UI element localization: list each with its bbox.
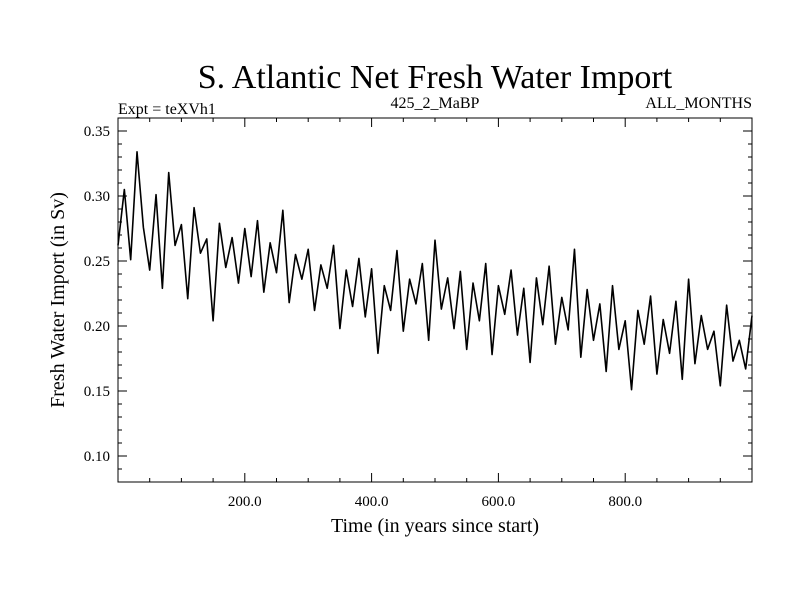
y-axis-labels: 0.10 0.15 0.20 0.25 0.30 0.35	[84, 124, 110, 465]
y-tick-label: 0.35	[84, 124, 110, 140]
y-tick-label: 0.10	[84, 449, 110, 465]
plot-area	[117, 117, 753, 483]
x-tick-label: 400.0	[355, 494, 389, 510]
y-tick-label: 0.15	[84, 384, 110, 400]
y-tick-label: 0.20	[84, 319, 110, 335]
y-axis-title: Fresh Water Import (in Sv)	[47, 192, 69, 408]
x-tick-label: 800.0	[608, 494, 642, 510]
x-tick-label: 200.0	[228, 494, 262, 510]
period-label: 425_2_MaBP	[391, 95, 480, 112]
x-axis-labels: 200.0 400.0 600.0 800.0	[228, 494, 642, 510]
y-tick-label: 0.30	[84, 189, 110, 205]
x-axis-title: Time (in years since start)	[331, 515, 539, 537]
plot-frame	[117, 117, 753, 483]
months-label: ALL_MONTHS	[645, 95, 752, 112]
axis-ticks	[118, 118, 752, 482]
series-line	[117, 151, 753, 391]
x-tick-label: 600.0	[482, 494, 516, 510]
y-tick-label: 0.25	[84, 254, 110, 270]
experiment-label: Expt = teXVh1	[118, 101, 216, 118]
chart-title: S. Atlantic Net Fresh Water Import	[198, 59, 673, 96]
